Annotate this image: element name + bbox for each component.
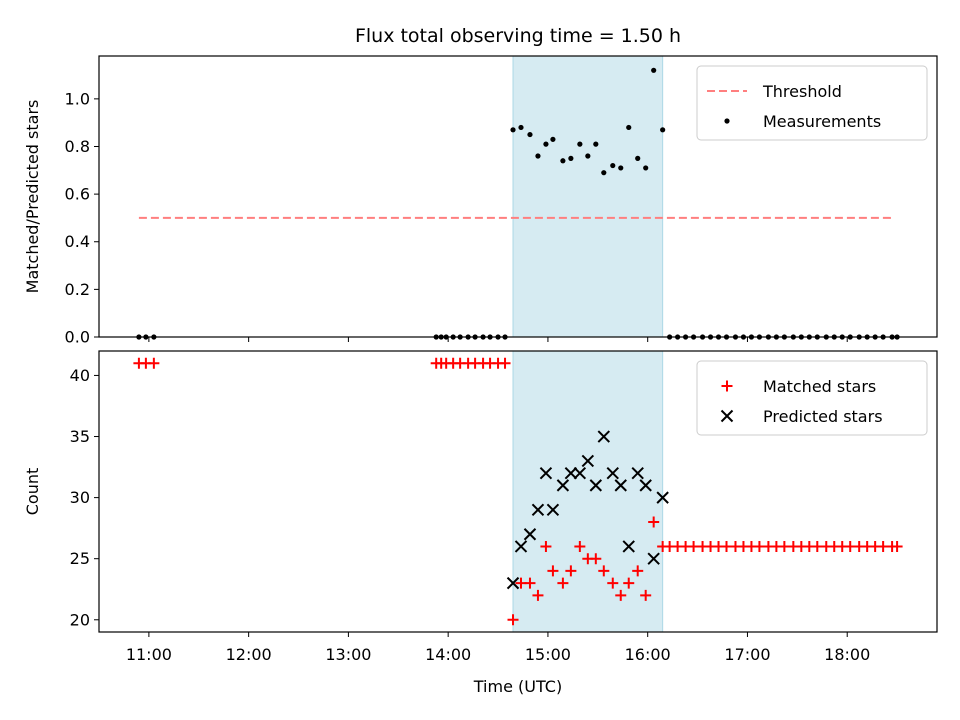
y-tick-label: 0.6 xyxy=(65,185,90,204)
legend-label-predicted-stars: Predicted stars xyxy=(763,407,883,426)
chart-title: Flux total observing time = 1.50 h xyxy=(355,25,681,47)
measurements-point xyxy=(543,142,548,147)
y-tick-label: 0.8 xyxy=(65,137,90,156)
y-tick-label: 40 xyxy=(70,366,90,385)
y-tick-label: 20 xyxy=(70,610,90,629)
legend-label-matched-stars: Matched stars xyxy=(763,377,876,396)
legend-swatch-measurements xyxy=(724,118,729,123)
measurements-point xyxy=(651,68,656,73)
x-tick-label: 15:00 xyxy=(525,645,571,664)
x-tick-label: 17:00 xyxy=(724,645,770,664)
y-tick-label: 0.2 xyxy=(65,280,90,299)
x-tick-label: 12:00 xyxy=(226,645,272,664)
measurements-point xyxy=(618,165,623,170)
measurements-point xyxy=(527,132,532,137)
ratio-panel: 0.0 0.2 0.4 0.6 0.8 1.0 Matched/Predicted sta… xyxy=(23,56,937,347)
matched-stars-point xyxy=(500,358,511,369)
x-tick-label: 16:00 xyxy=(625,645,671,664)
measurements-point xyxy=(550,137,555,142)
y-tick-label: 30 xyxy=(70,488,90,507)
measurements-point xyxy=(643,165,648,170)
measurements-point xyxy=(518,125,523,130)
measurements-point xyxy=(560,158,565,163)
x-tick-label: 14:00 xyxy=(425,645,471,664)
observing-window-span-top xyxy=(513,56,663,337)
ratio-panel-ylabel: Matched/Predicted stars xyxy=(23,100,42,294)
y-tick-label: 1.0 xyxy=(65,89,90,108)
count-panel-ylabel: Count xyxy=(23,468,42,516)
figure: Flux total observing time = 1.50 h 0.00.… xyxy=(0,0,960,720)
legend-label-measurements: Measurements xyxy=(763,112,881,131)
measurements-point xyxy=(635,156,640,161)
measurements-point xyxy=(601,170,606,175)
observing-window-span-bottom xyxy=(513,351,663,632)
measurements-point xyxy=(660,127,665,132)
x-tick-label: 13:00 xyxy=(325,645,371,664)
measurements-point xyxy=(626,125,631,130)
measurements-point xyxy=(593,142,598,147)
y-tick-label: 0.0 xyxy=(65,328,90,347)
x-tick-label: 18:00 xyxy=(824,645,870,664)
x-axis-label: Time (UTC) xyxy=(473,677,562,696)
measurements-point xyxy=(610,163,615,168)
x-tick-label: 11:00 xyxy=(126,645,172,664)
measurements-point xyxy=(568,156,573,161)
measurements-point xyxy=(535,153,540,158)
legend-label-threshold: Threshold xyxy=(762,82,842,101)
y-tick-label: 25 xyxy=(70,549,90,568)
count-panel: 20 25 30 35 40 11:00 12:00 13:00 14:00 15:00 16:0… xyxy=(23,351,937,664)
measurements-point xyxy=(585,153,590,158)
matched-stars-point xyxy=(148,358,159,369)
measurements-point xyxy=(577,142,582,147)
y-tick-label: 0.4 xyxy=(65,232,90,251)
matched-stars-point xyxy=(892,541,903,552)
y-tick-label: 35 xyxy=(70,427,90,446)
measurements-point xyxy=(510,127,515,132)
